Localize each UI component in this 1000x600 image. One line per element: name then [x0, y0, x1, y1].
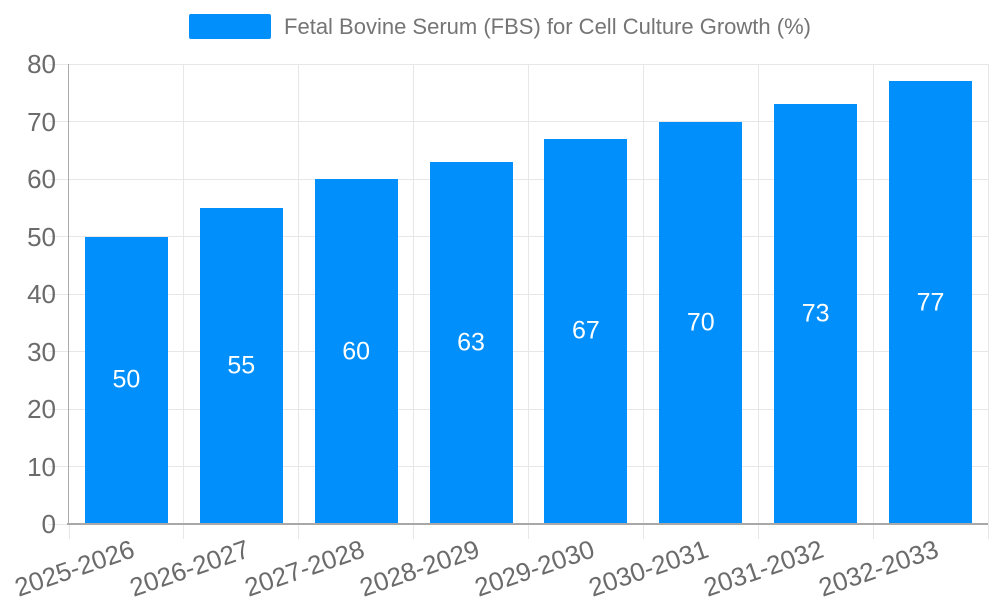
bar[interactable] [429, 161, 513, 524]
x-axis-tick [413, 524, 415, 539]
y-gridline [48, 178, 988, 180]
x-axis-tick [528, 524, 529, 539]
y-gridline [48, 351, 988, 352]
bar-value-label: 63 [457, 328, 485, 357]
x-gridline [987, 64, 989, 524]
bar[interactable] [774, 104, 858, 524]
x-tick-label: 2028-2029 [355, 533, 483, 600]
x-axis-tick [987, 524, 989, 539]
y-axis-line [67, 64, 69, 524]
x-axis-tick [757, 524, 759, 539]
y-gridline [48, 293, 988, 295]
x-axis-line [67, 523, 988, 525]
bar[interactable] [544, 138, 628, 524]
bar-value-label: 50 [112, 365, 141, 394]
bar[interactable] [659, 121, 743, 524]
x-axis-tick [68, 524, 70, 539]
x-axis-tick [298, 524, 300, 539]
x-tick-label: 2029-2030 [470, 533, 598, 600]
legend-label: Fetal Bovine Serum (FBS) for Cell Cultur… [284, 14, 811, 39]
x-axis-tick [872, 524, 874, 539]
x-gridline [528, 64, 529, 524]
y-tick-label: 0 [41, 509, 56, 539]
legend-swatch [189, 14, 272, 39]
x-tick-label: 2027-2028 [240, 533, 368, 600]
y-tick-label: 60 [27, 164, 56, 194]
x-tick-label: 2025-2026 [10, 533, 139, 600]
bar[interactable] [889, 81, 973, 524]
x-tick-label: 2030-2031 [585, 533, 713, 600]
x-tick-label: 2032-2033 [815, 533, 943, 600]
y-tick-label: 80 [27, 49, 56, 79]
y-gridline [48, 408, 988, 410]
x-axis-tick [642, 524, 644, 539]
bar-value-label: 60 [342, 337, 371, 365]
bar[interactable] [84, 236, 168, 524]
x-gridline [642, 64, 644, 524]
bar-value-label: 55 [227, 351, 256, 380]
y-gridline [48, 121, 988, 122]
bar[interactable] [199, 207, 283, 524]
y-gridline [48, 466, 988, 467]
y-tick-label: 30 [27, 336, 56, 367]
x-axis-tick [183, 524, 185, 539]
bar-value-label: 77 [916, 288, 945, 317]
y-tick-label: 50 [27, 221, 56, 252]
x-gridline [413, 64, 415, 524]
x-gridline [757, 64, 759, 524]
y-gridline [48, 236, 988, 237]
x-gridline [183, 64, 185, 524]
y-tick-label: 20 [27, 394, 56, 424]
x-tick-label: 2026-2027 [125, 533, 254, 600]
bar-value-label: 73 [801, 299, 830, 328]
x-gridline [298, 64, 300, 524]
bar-value-label: 70 [686, 308, 715, 337]
bar[interactable] [314, 179, 398, 524]
bar-value-label: 67 [572, 316, 600, 345]
y-gridline [48, 63, 988, 65]
y-tick-label: 10 [27, 451, 56, 482]
y-tick-label: 70 [27, 106, 56, 137]
legend[interactable]: Fetal Bovine Serum (FBS) for Cell Cultur… [0, 14, 1000, 39]
y-tick-label: 40 [27, 279, 56, 309]
x-gridline [872, 64, 874, 524]
x-tick-label: 2031-2032 [700, 533, 828, 600]
